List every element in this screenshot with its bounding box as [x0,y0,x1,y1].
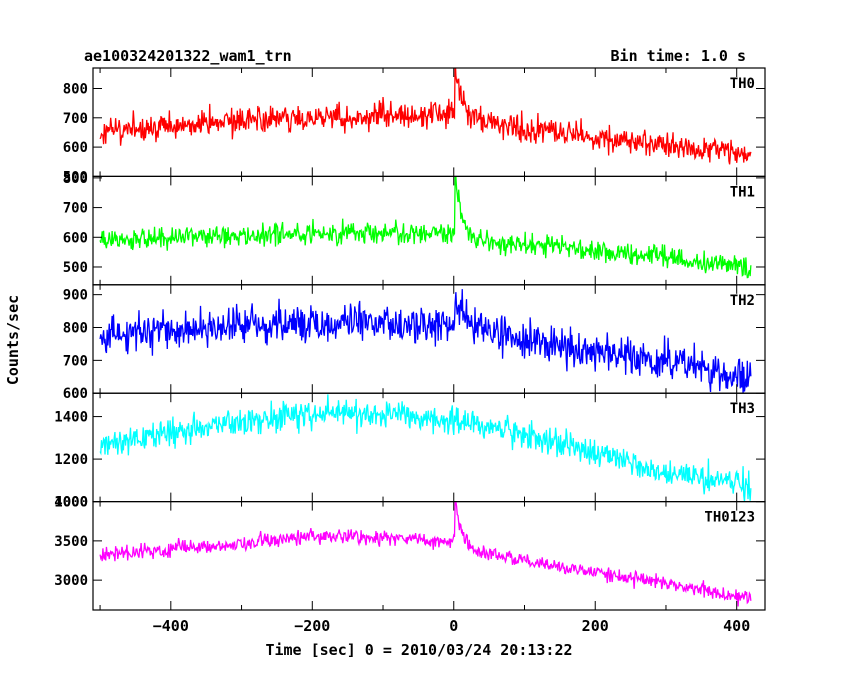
y-tick-label: 4000 [54,495,88,511]
y-tick-label: 1000 [54,495,88,511]
y-tick-label: 700 [63,111,88,127]
y-axis-label: Counts/sec [4,295,22,385]
y-tick-label: 1200 [54,452,88,468]
series-line-th1 [99,176,752,279]
x-tick-label: 400 [723,617,750,635]
y-tick-label: 900 [63,288,88,304]
panel-th0: 500 600 700 800 TH0 [63,67,766,185]
y-tick-label: 500 [63,169,88,185]
y-tick-label: 1400 [54,410,88,426]
bin-time-label: Bin time: 1.0 s [611,47,746,65]
x-axis: −400 −200 0 200 400 [153,617,751,635]
y-tick-label: 500 [63,260,88,276]
series-line-th2 [99,289,752,394]
panel-frame [92,501,766,611]
y-tick-label: 700 [63,353,88,369]
y-tick-label: 800 [63,82,88,98]
panel-th0123: 3000 3500 4000 TH0123 [54,495,766,611]
x-tick-label: 200 [582,617,609,635]
y-tick-label: 3500 [54,534,88,550]
panel-label-th2: TH2 [730,293,755,309]
y-tick-label: 600 [63,386,88,402]
y-tick-label: 3000 [54,573,88,589]
y-tick-label: 700 [63,201,88,217]
panel-frame [92,392,766,503]
x-tick-label: −400 [153,617,189,635]
y-tick-label: 800 [63,321,88,337]
panel-th3: 1000 1200 1400 TH3 [54,392,766,511]
series-line-th0123 [99,501,752,607]
x-axis-label: Time [sec] 0 = 2010/03/24 20:13:22 [265,641,572,659]
series-line-th0 [99,68,752,165]
x-tick-label: −200 [294,617,330,635]
panel-label-th0123: TH0123 [704,510,755,526]
x-tick-label: 0 [449,617,458,635]
y-tick-label: 600 [63,230,88,246]
chart-title: ae100324201322_wam1_trn [84,47,292,65]
panel-frame [92,175,766,286]
panel-label-th0: TH0 [730,76,755,92]
series-line-th3 [99,394,752,502]
panel-label-th1: TH1 [730,184,755,200]
y-tick-label: 800 [63,171,88,187]
panel-frame [92,67,766,178]
panels-group: 500 600 700 800 TH0 500 600 700 800 TH1 600 700 800 9… [54,67,766,611]
panel-th1: 500 600 700 800 TH1 [63,171,766,286]
panel-label-th3: TH3 [730,401,755,417]
y-tick-label: 600 [63,140,88,156]
panel-th2: 600 700 800 900 TH2 [63,284,766,402]
